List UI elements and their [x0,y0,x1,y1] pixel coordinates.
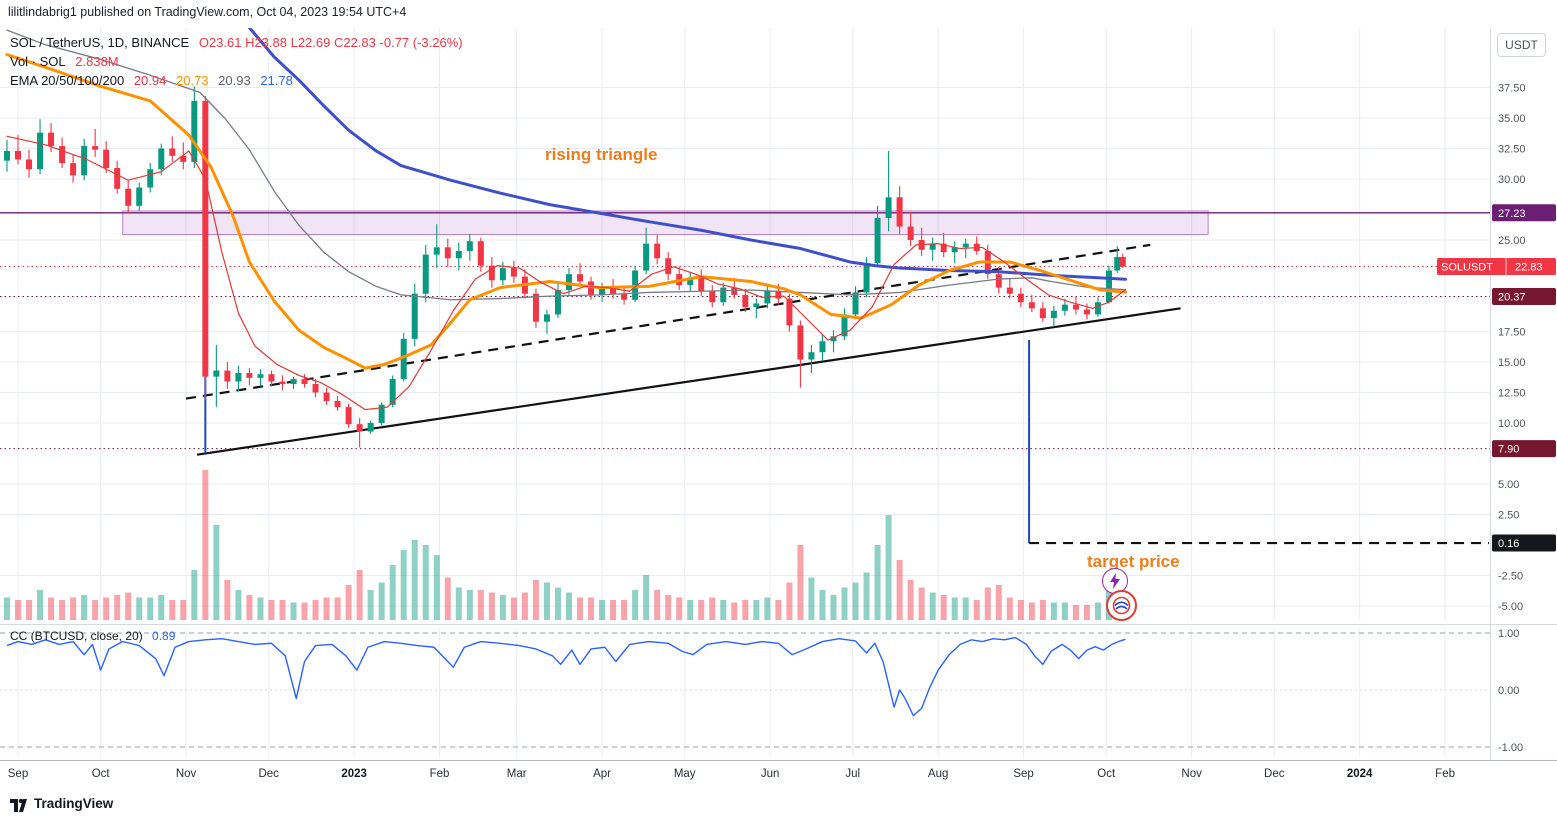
drawings-layer[interactable] [0,210,1490,545]
currency-toggle-button[interactable]: USDT [1497,33,1546,57]
time-axis-label: Oct [1097,768,1116,780]
rising-triangle-annotation[interactable]: rising triangle [545,145,658,164]
cc-tick-label: 1.00 [1498,628,1519,640]
price-tick-label: 2.50 [1498,510,1519,522]
symbol-title: SOL / TetherUS, 1D, BINANCE [10,35,190,50]
time-axis-label: Oct [92,768,111,780]
tradingview-wordmark: TradingView [34,796,114,811]
grid [0,28,1490,757]
svg-text:SOLUSDT: SOLUSDT [1441,261,1493,273]
tradingview-logo-icon [10,798,27,812]
time-axis[interactable]: Sep Oct Nov Dec 2023 Feb Mar Apr May Jun Jul Aug Sep… [8,768,1455,780]
lightning-bolt-glyph [1110,573,1120,589]
solid-trendline [196,307,1181,456]
price-tick-label: 15.00 [1498,357,1526,369]
svg-text:27.23: 27.23 [1498,208,1526,220]
resistance-zone [122,210,1209,236]
ema-lines [5,28,1128,411]
price-label-solusdt [1437,257,1556,275]
volume-label: Vol · SOL [10,54,66,69]
time-axis-label: Mar [507,768,527,780]
price-label-27.23 [1492,204,1556,222]
price-tick-label: -5.00 [1498,601,1523,613]
price-tick-label: 32.50 [1498,144,1526,156]
price-tick-label: 25.00 [1498,235,1526,247]
cc-indicator-value: 0.89 [152,629,176,643]
time-axis-label: 2024 [1347,768,1373,780]
time-axis-label: Dec [1264,768,1285,780]
time-axis-label: Aug [928,768,948,780]
price-label-20.37 [1492,287,1556,305]
tradingview-footer[interactable]: TradingView [10,795,113,812]
ohlc-values: O23.61 H23.88 L22.69 C22.83 -0.77 (-3.26… [198,35,463,50]
time-axis-label: Dec [258,768,279,780]
svg-text:20.37: 20.37 [1498,291,1526,303]
sticker-icon[interactable] [1106,590,1137,621]
cc-tick-label: 0.00 [1498,685,1519,697]
chart-legend: SOL / TetherUS, 1D, BINANCE O23.61 H23.8… [10,33,463,90]
ema200-value: 21.78 [260,73,293,88]
price-tick-label: -2.50 [1498,571,1523,583]
price-axis[interactable]: 37.50 35.00 32.50 30.00 25.00 17.50 15.00 12.50… [1437,83,1556,755]
ema200-line [247,28,1128,281]
cc-indicator-title: CC (BTCUSD, close, 20) [10,629,143,643]
time-axis-label: Jun [761,768,780,780]
cc-line-group [6,636,1126,717]
target-price-annotation[interactable]: target price [1087,552,1180,571]
price-tick-label: 12.50 [1498,388,1526,400]
time-axis-label: Nov [176,768,197,780]
time-axis-label: Jul [845,768,860,780]
price-tick-label: 5.00 [1498,479,1519,491]
time-axis-label: Nov [1181,768,1202,780]
price-tick-label: 17.50 [1498,327,1526,339]
time-axis-label: May [674,768,696,780]
time-axis-label: 2023 [341,768,367,780]
ema-label: EMA 20/50/100/200 [10,73,125,88]
ema50-line [5,53,1128,370]
time-axis-label: Sep [8,768,28,780]
cc-tick-label: -1.00 [1498,742,1523,754]
volume-bars [3,470,1126,620]
dashed-trendline [185,243,1151,400]
price-tick-label: 10.00 [1498,418,1526,430]
price-tick-label: 37.50 [1498,83,1526,95]
volume-value: 2.838M [75,54,119,69]
ema100-line [6,29,1127,301]
symbol-legend-row[interactable]: SOL / TetherUS, 1D, BINANCE O23.61 H23.8… [10,33,463,52]
ema20-line [6,135,1127,411]
time-axis-label: Apr [593,768,611,780]
ema50-value: 20.73 [176,73,209,88]
price-label-0.16 [1492,534,1556,552]
sticker-glyph [1112,596,1131,615]
svg-text:0.16: 0.16 [1498,538,1519,550]
price-tick-label: 30.00 [1498,174,1526,186]
svg-text:7.90: 7.90 [1498,444,1519,456]
ema-legend-row[interactable]: EMA 20/50/100/200 20.94 20.73 20.93 21.7… [10,71,463,90]
time-axis-label: Feb [1435,768,1455,780]
volume-legend-row[interactable]: Vol · SOL 2.838M [10,52,463,71]
time-axis-label: Sep [1013,768,1033,780]
cc-line [6,636,1126,717]
pane-separators [0,28,1557,761]
ema20-value: 20.94 [133,73,167,88]
cc-indicator-legend[interactable]: CC (BTCUSD, close, 20) 0.89 [10,629,175,643]
ema100-value: 20.93 [218,73,251,88]
time-axis-label: Feb [430,768,450,780]
price-label-7.90 [1492,440,1556,458]
price-tick-label: 35.00 [1498,113,1526,125]
publish-info: lilitlindabrig1 published on TradingView… [8,5,407,19]
svg-text:22.83: 22.83 [1515,261,1543,273]
